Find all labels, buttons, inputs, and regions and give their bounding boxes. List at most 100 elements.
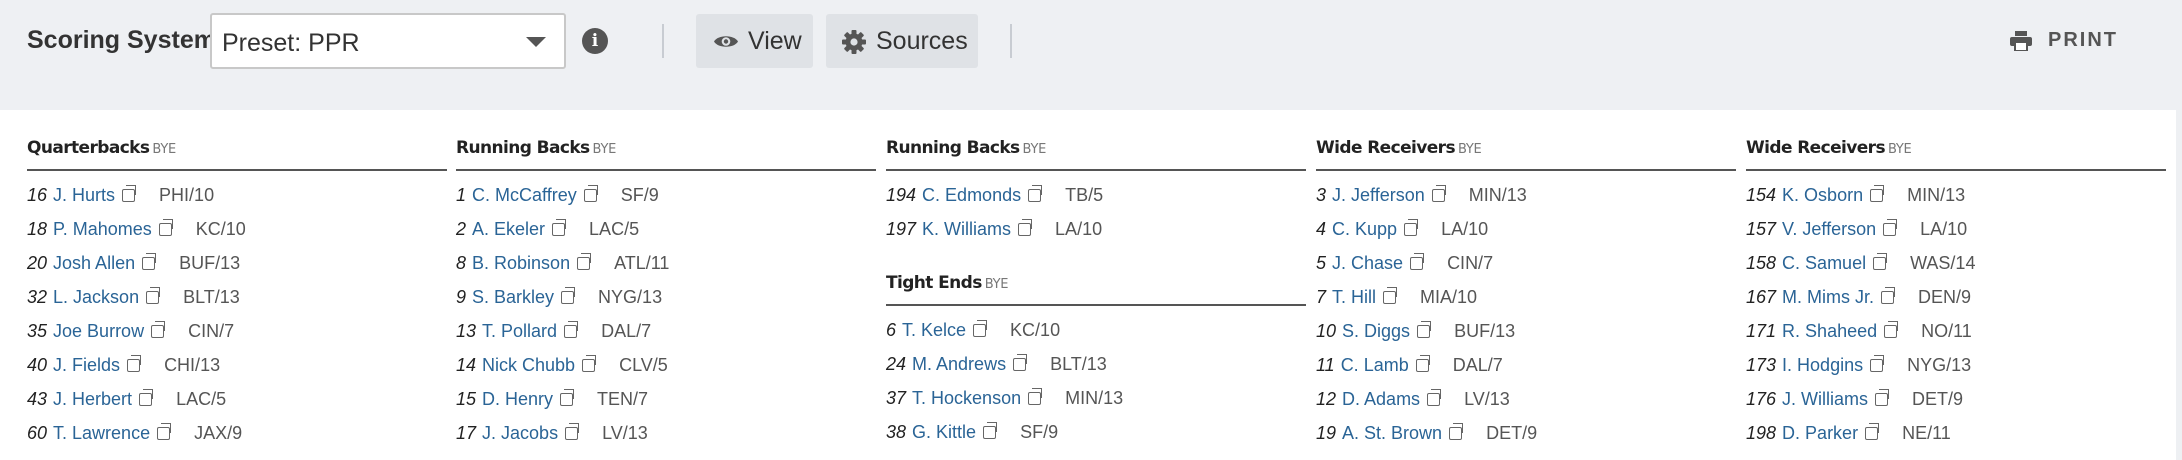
player-rank: 14: [456, 355, 477, 375]
copy-icon[interactable]: [1028, 185, 1043, 202]
copy-icon[interactable]: [582, 355, 597, 372]
copy-icon[interactable]: [1883, 219, 1898, 236]
position-column: Wide Receivers BYE 154 K. Osborn MIN/13 157 V.…: [1746, 138, 2166, 460]
copy-icon[interactable]: [139, 389, 154, 406]
player-row: 194 C. Edmonds TB/5: [886, 183, 1306, 217]
player-name-link[interactable]: J. Hurts: [53, 185, 116, 205]
position-column: Running Backs BYE 1 C. McCaffrey SF/9 2 A. Eke…: [456, 138, 876, 460]
copy-icon[interactable]: [1884, 321, 1899, 338]
position-group: Wide Receivers BYE 154 K. Osborn MIN/13 157 V.…: [1746, 138, 2166, 455]
player-name-link[interactable]: C. Edmonds: [922, 185, 1022, 205]
info-circle-icon[interactable]: i: [582, 28, 608, 54]
player-name-link[interactable]: Joe Burrow: [53, 321, 145, 341]
player-row: 10 S. Diggs BUF/13: [1316, 319, 1736, 353]
player-team-bye: LV/13: [1464, 389, 1510, 409]
copy-icon[interactable]: [1870, 355, 1885, 372]
player-team-bye: NYG/13: [598, 287, 663, 307]
player-rank: 11: [1316, 355, 1335, 375]
player-name-link[interactable]: G. Kittle: [912, 422, 977, 442]
player-name-link[interactable]: J. Chase: [1332, 253, 1404, 273]
player-name-link[interactable]: J. Herbert: [53, 389, 133, 409]
sources-button[interactable]: Sources: [826, 14, 978, 68]
player-team-bye: DEN/9: [1918, 287, 1972, 307]
player-name-link[interactable]: M. Mims Jr.: [1782, 287, 1875, 307]
player-name-link[interactable]: S. Barkley: [472, 287, 555, 307]
player-name-link[interactable]: T. Hockenson: [912, 388, 1022, 408]
player-name-link[interactable]: J. Williams: [1782, 389, 1869, 409]
player-name-link[interactable]: B. Robinson: [472, 253, 571, 273]
player-row: 24 M. Andrews BLT/13: [886, 352, 1306, 386]
player-name-link[interactable]: R. Shaheed: [1782, 321, 1878, 341]
player-name-link[interactable]: J. Jacobs: [482, 423, 559, 443]
player-name-link[interactable]: J. Jefferson: [1332, 185, 1425, 205]
copy-icon[interactable]: [564, 321, 579, 338]
player-name-link[interactable]: C. Lamb: [1340, 355, 1409, 375]
scoring-preset-select[interactable]: Preset: PPR: [210, 13, 566, 69]
player-name-link[interactable]: Josh Allen: [53, 253, 136, 273]
copy-icon[interactable]: [1410, 253, 1425, 270]
player-name-link[interactable]: T. Lawrence: [53, 423, 151, 443]
player-name-link[interactable]: Nick Chubb: [482, 355, 576, 375]
player-name-link[interactable]: T. Kelce: [902, 320, 967, 340]
copy-icon[interactable]: [142, 253, 157, 270]
copy-icon[interactable]: [561, 287, 576, 304]
copy-icon[interactable]: [583, 185, 598, 202]
player-name-link[interactable]: M. Andrews: [912, 354, 1007, 374]
player-name-link[interactable]: C. Samuel: [1782, 253, 1867, 273]
player-row: 3 J. Jefferson MIN/13: [1316, 183, 1736, 217]
player-name-link[interactable]: C. McCaffrey: [472, 185, 577, 205]
copy-icon[interactable]: [1431, 185, 1446, 202]
player-name-link[interactable]: K. Williams: [922, 219, 1012, 239]
copy-icon[interactable]: [1018, 219, 1033, 236]
player-name-link[interactable]: A. Ekeler: [472, 219, 546, 239]
copy-icon[interactable]: [565, 423, 580, 440]
player-team-bye: WAS/14: [1910, 253, 1976, 273]
copy-icon[interactable]: [1865, 423, 1880, 440]
copy-icon[interactable]: [1875, 389, 1890, 406]
copy-icon[interactable]: [146, 287, 161, 304]
player-name-link[interactable]: K. Osborn: [1782, 185, 1864, 205]
copy-icon[interactable]: [1404, 219, 1419, 236]
copy-icon[interactable]: [973, 320, 988, 337]
copy-icon[interactable]: [1417, 321, 1432, 338]
player-team-bye: DET/9: [1486, 423, 1538, 443]
player-row: 7 T. Hill MIA/10: [1316, 285, 1736, 319]
player-team-bye: CIN/7: [188, 321, 235, 341]
copy-icon[interactable]: [157, 423, 172, 440]
copy-icon[interactable]: [1427, 389, 1442, 406]
player-name-link[interactable]: C. Kupp: [1332, 219, 1398, 239]
player-name-link[interactable]: D. Parker: [1782, 423, 1859, 443]
copy-icon[interactable]: [1873, 253, 1888, 270]
view-button[interactable]: View: [696, 14, 813, 68]
copy-icon[interactable]: [560, 389, 575, 406]
copy-icon[interactable]: [983, 422, 998, 439]
copy-icon[interactable]: [1449, 423, 1464, 440]
player-name-link[interactable]: A. St. Brown: [1342, 423, 1443, 443]
copy-icon[interactable]: [122, 185, 137, 202]
copy-icon[interactable]: [577, 253, 592, 270]
copy-icon[interactable]: [1870, 185, 1885, 202]
copy-icon[interactable]: [1383, 287, 1398, 304]
copy-icon[interactable]: [1013, 354, 1028, 371]
copy-icon[interactable]: [1028, 388, 1043, 405]
player-name-link[interactable]: D. Henry: [482, 389, 554, 409]
copy-icon[interactable]: [1415, 355, 1430, 372]
player-name-link[interactable]: T. Pollard: [482, 321, 558, 341]
player-name-link[interactable]: D. Adams: [1342, 389, 1421, 409]
copy-icon[interactable]: [1881, 287, 1896, 304]
toolbar: Scoring System Preset: PPR i View Source…: [0, 0, 2182, 84]
player-name-link[interactable]: J. Fields: [53, 355, 121, 375]
copy-icon[interactable]: [552, 219, 567, 236]
player-name-link[interactable]: V. Jefferson: [1782, 219, 1877, 239]
player-team-bye: PHI/10: [159, 185, 215, 205]
player-name-link[interactable]: I. Hodgins: [1782, 355, 1864, 375]
copy-icon[interactable]: [151, 321, 166, 338]
player-name-link[interactable]: L. Jackson: [53, 287, 140, 307]
player-team-bye: BUF/13: [1454, 321, 1516, 341]
player-name-link[interactable]: P. Mahomes: [53, 219, 152, 239]
player-row: 157 V. Jefferson LA/10: [1746, 217, 2166, 251]
copy-icon[interactable]: [158, 219, 173, 236]
player-name-link[interactable]: T. Hill: [1332, 287, 1377, 307]
player-name-link[interactable]: S. Diggs: [1342, 321, 1411, 341]
copy-icon[interactable]: [127, 355, 142, 372]
